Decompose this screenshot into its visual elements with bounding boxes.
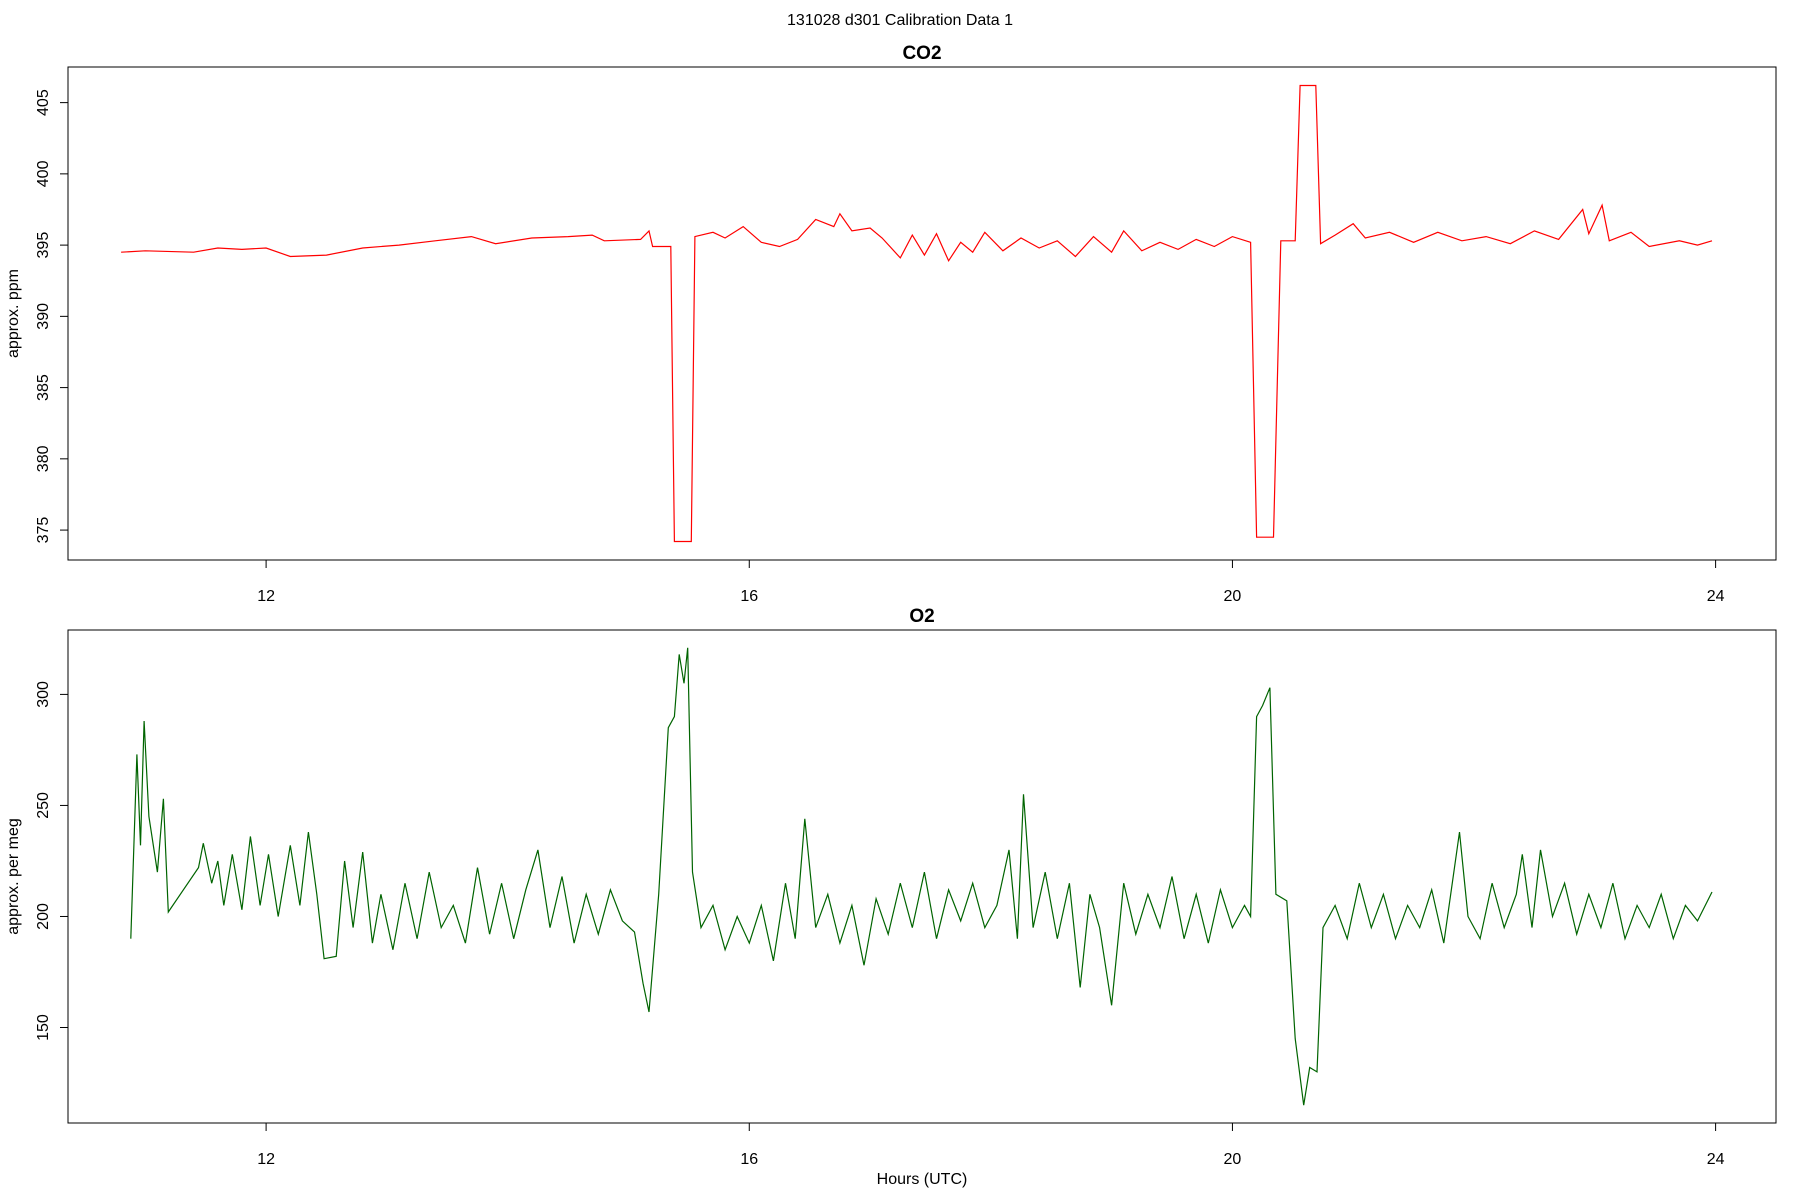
x-tick-label: 20 xyxy=(1224,588,1242,605)
y-tick-label: 400 xyxy=(35,160,52,187)
panel-title: CO2 xyxy=(902,43,941,64)
panel-title: O2 xyxy=(909,606,934,627)
x-tick-label: 12 xyxy=(257,588,275,605)
y-tick-label: 150 xyxy=(35,1014,52,1041)
data-line xyxy=(130,647,1713,1106)
y-tick-label: 390 xyxy=(35,303,52,330)
x-tick-label: 20 xyxy=(1224,1151,1242,1168)
y-tick-label: 395 xyxy=(35,232,52,259)
y-tick-label: 380 xyxy=(35,445,52,472)
y-axis-label: approx. ppm xyxy=(5,269,22,358)
x-tick-label: 24 xyxy=(1707,588,1725,605)
plot-box xyxy=(67,66,1777,561)
x-axis-label: Hours (UTC) xyxy=(877,1171,968,1188)
y-tick-label: 200 xyxy=(35,903,52,930)
x-tick-label: 16 xyxy=(740,1151,758,1168)
y-tick-label: 300 xyxy=(35,681,52,708)
data-line xyxy=(121,84,1713,543)
y-axis-label: approx. per meg xyxy=(5,818,22,935)
x-tick-label: 24 xyxy=(1707,1151,1725,1168)
figure-title: 131028 d301 Calibration Data 1 xyxy=(787,12,1013,29)
x-tick-label: 16 xyxy=(740,588,758,605)
y-tick-label: 375 xyxy=(35,517,52,544)
plot-box xyxy=(67,629,1777,1124)
y-tick-label: 385 xyxy=(35,374,52,401)
y-tick-label: 250 xyxy=(35,792,52,819)
y-tick-label: 405 xyxy=(35,89,52,116)
x-tick-label: 12 xyxy=(257,1151,275,1168)
